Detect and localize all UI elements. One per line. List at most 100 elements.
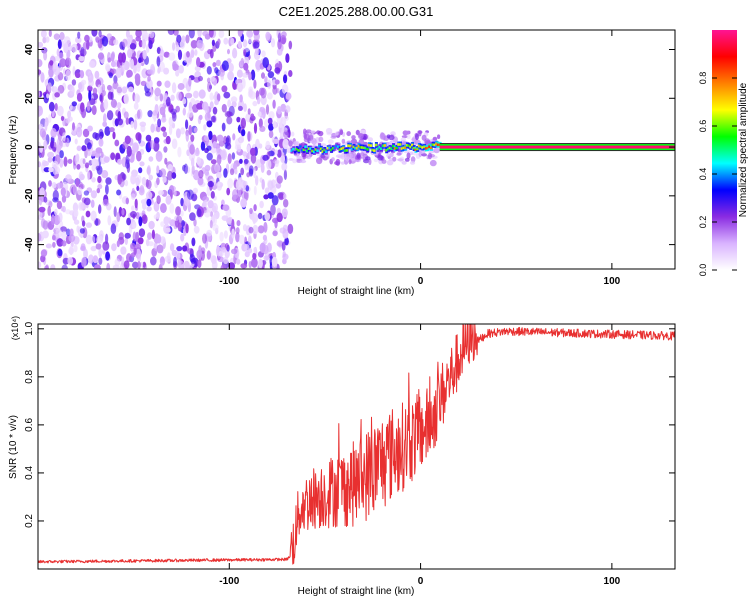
heatmap-cell (144, 91, 151, 97)
heatmap-cell (283, 193, 287, 200)
heatmap-cell (253, 167, 257, 179)
heatmap-cell (171, 138, 178, 150)
heatmap-cell (97, 39, 103, 49)
heatmap-cell (38, 233, 42, 242)
heatmap-cell (209, 101, 214, 109)
heatmap-cell (196, 208, 202, 218)
snr-x-ticks: -100 0 100 (219, 324, 621, 587)
heatmap-cell (119, 65, 124, 73)
heatmap-cell (236, 220, 241, 227)
heatmap-cell (60, 226, 67, 233)
heatmap-cell (292, 158, 297, 164)
heatmap-cell (146, 69, 154, 75)
heatmap-cell (137, 261, 141, 269)
heatmap-cell (137, 237, 144, 245)
heatmap-cell (76, 163, 81, 170)
heatmap-cell (59, 31, 65, 41)
heatmap-cell (264, 187, 270, 194)
heatmap-cell (156, 244, 164, 254)
heatmap-cell (262, 154, 269, 161)
heatmap-cell (330, 148, 333, 152)
heatmap-cell (52, 241, 56, 248)
heatmap-cell (176, 215, 183, 224)
heatmap-cell (147, 232, 152, 240)
heatmap-cell (44, 121, 48, 132)
heatmap-cell (80, 102, 85, 113)
heatmap-cell (204, 209, 211, 218)
heatmap-cell (277, 32, 282, 43)
heatmap-cell (181, 35, 186, 43)
heatmap-cell (401, 135, 408, 139)
heatmap-cell (267, 117, 273, 125)
heatmap-cell (39, 187, 45, 198)
heatmap-cell (180, 233, 185, 242)
heatmap-cell (146, 78, 153, 89)
heatmap-cell (261, 50, 266, 58)
heatmap-cell (201, 101, 209, 111)
heatmap-cell (69, 228, 74, 237)
heatmap-cell (238, 234, 245, 245)
heatmap-cell (267, 71, 275, 79)
heatmap-cell (159, 93, 164, 102)
heatmap-cell (186, 189, 194, 200)
heatmap-cell (78, 56, 85, 62)
heatmap-cell (165, 195, 172, 205)
heatmap-cell (304, 133, 310, 140)
heatmap-cell (62, 132, 66, 142)
heatmap-cell (167, 170, 173, 181)
heatmap-cell (51, 182, 57, 189)
heatmap-cell (272, 99, 276, 109)
heatmap-cell (247, 235, 252, 246)
heatmap-cell (285, 92, 292, 100)
heatmap-cell (338, 148, 342, 151)
heatmap-cell (345, 149, 349, 152)
heatmap-cell (424, 139, 431, 145)
heatmap-cell (58, 52, 64, 60)
heatmap-cell (42, 160, 50, 167)
heatmap-cell (221, 103, 227, 113)
heatmap-cell (40, 218, 46, 229)
heatmap-cell (193, 90, 199, 99)
heatmap-cell (183, 163, 188, 175)
heatmap-cell (246, 30, 253, 38)
heatmap-cell (311, 138, 317, 145)
heatmap-cell (117, 158, 123, 165)
heatmap-cell (248, 35, 252, 44)
heatmap-cell (257, 225, 265, 234)
heatmap-cell (66, 49, 71, 58)
heatmap-cell (252, 252, 257, 260)
heatmap-cell (154, 87, 161, 97)
heatmap-cell (306, 149, 309, 153)
heatmap-cell (258, 258, 263, 269)
heatmap-cell (272, 138, 280, 144)
heatmap-cell (172, 42, 176, 51)
heatmap-cell (132, 261, 139, 269)
heatmap-cell (208, 130, 213, 141)
heatmap-cell (48, 114, 52, 124)
heatmap-cell (74, 154, 80, 166)
heatmap-cell (86, 39, 90, 50)
heatmap-cell (177, 222, 182, 232)
heatmap-cell (136, 150, 142, 162)
heatmap-cell (156, 234, 162, 244)
heatmap-cell (215, 59, 221, 67)
heatmap-cell (276, 175, 283, 184)
heatmap-cell (65, 69, 71, 81)
heatmap-cell (276, 106, 282, 115)
heatmap-cell (118, 232, 125, 241)
heatmap-cell (266, 242, 272, 253)
heatmap-y-tick-label: -40 (24, 237, 35, 252)
heatmap-cell (432, 136, 438, 141)
heatmap-y-tick-label: -20 (24, 188, 35, 203)
heatmap-cell (39, 145, 43, 153)
heatmap-cell (137, 253, 141, 263)
heatmap-cell (428, 145, 431, 148)
heatmap-cell (71, 79, 77, 86)
heatmap-cell (283, 115, 289, 121)
heatmap-cell (87, 85, 93, 92)
heatmap-cell (54, 92, 60, 98)
heatmap-cell (206, 250, 211, 260)
heatmap-cell (419, 145, 423, 148)
heatmap-cell (386, 159, 394, 166)
heatmap-cell (282, 251, 286, 258)
